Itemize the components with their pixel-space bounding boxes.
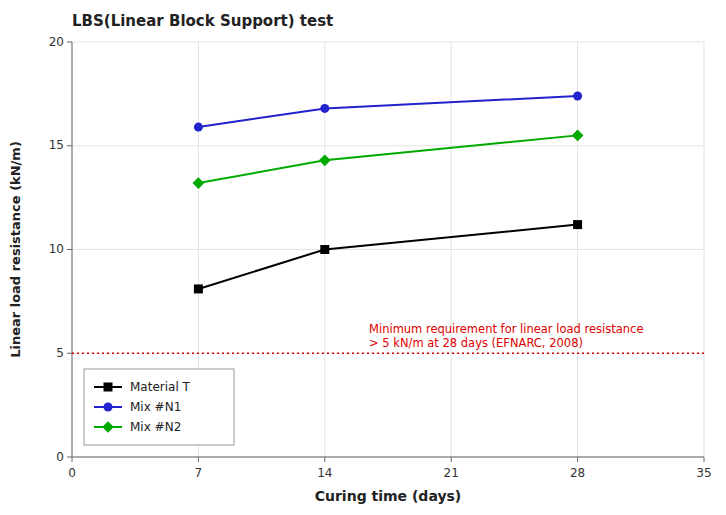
point (573, 91, 582, 100)
tick-label: 15 (49, 138, 64, 152)
point (320, 245, 329, 254)
tick-mark (198, 457, 199, 462)
grid-line (72, 353, 704, 354)
point (573, 220, 582, 229)
legend-box (84, 369, 234, 445)
legend-label: Mix #N2 (130, 420, 181, 434)
tick-mark (324, 457, 325, 462)
grid-line (72, 42, 73, 457)
tick-mark (67, 42, 72, 43)
marks (72, 91, 704, 353)
grid-line (72, 42, 704, 43)
point (194, 284, 203, 293)
tick-label: 7 (195, 466, 203, 480)
point (320, 104, 329, 113)
tick-mark (72, 457, 73, 462)
point (319, 154, 331, 166)
legend-label: Material T (130, 380, 191, 394)
legend-marker (104, 383, 113, 392)
tick-label: 28 (570, 466, 585, 480)
tick-label: 14 (317, 466, 332, 480)
grid-line (451, 42, 452, 457)
series-line (198, 135, 577, 183)
point (194, 123, 203, 132)
y-axis-line (72, 42, 73, 457)
tick-mark (67, 145, 72, 146)
tick-mark (577, 457, 578, 462)
legend-label: Mix #N1 (130, 400, 181, 414)
x-axis-line (72, 457, 704, 458)
point (572, 130, 584, 142)
legend-marker (104, 403, 113, 412)
grid-line (72, 457, 704, 458)
tick-mark (451, 457, 452, 462)
tick-mark (67, 249, 72, 250)
grid-line (72, 249, 704, 250)
x-axis-label: Curing time (days) (315, 488, 462, 504)
annotation: Minimum requirement for linear load resi… (369, 322, 643, 350)
tick-label: 0 (68, 466, 76, 480)
tick-label: 20 (49, 35, 64, 49)
plot-area (72, 42, 704, 457)
tick-label: 35 (696, 466, 711, 480)
legend-marker (102, 421, 114, 433)
y-axis-label: Linear load resistance (kN/m) (8, 141, 23, 358)
tick-label: 21 (444, 466, 459, 480)
tick-label: 5 (56, 346, 64, 360)
axes: 0 5 10 15 20 0 7 14 21 28 35 (49, 35, 712, 481)
tick-label: 10 (49, 242, 64, 256)
point (193, 177, 205, 189)
tick-mark (704, 457, 705, 462)
series-line (198, 96, 577, 127)
reference-line (72, 352, 704, 354)
legend: Material T Mix #N1 Mix #N2 (84, 369, 234, 445)
tick-mark (67, 353, 72, 354)
series-line (198, 225, 577, 289)
chart: 0 5 10 15 20 0 7 14 21 28 35 Curing time (days) Line… (0, 0, 726, 515)
grid (72, 42, 704, 457)
tick-mark (67, 457, 72, 458)
grid-line (72, 145, 704, 146)
title: LBS(Linear Block Support) test (72, 12, 333, 30)
grid-line (577, 42, 578, 457)
grid-line (704, 42, 705, 457)
tick-label: 0 (56, 450, 64, 464)
